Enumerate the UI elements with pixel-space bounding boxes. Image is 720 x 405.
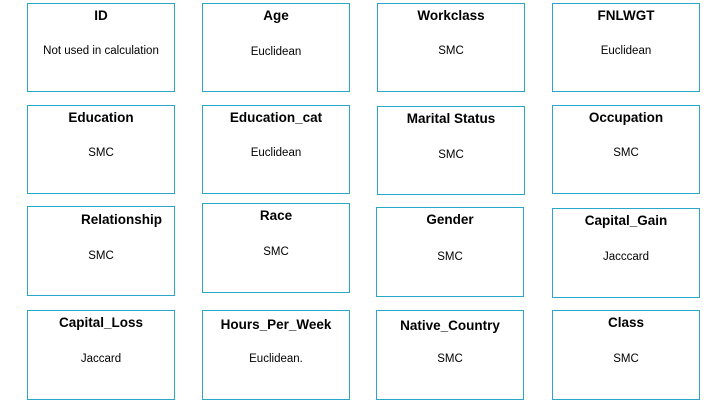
card-value: Jacccard <box>602 251 650 263</box>
card-gender: Gender SMC <box>376 207 524 297</box>
card-value: SMC <box>263 246 289 258</box>
card-value: SMC <box>613 353 639 365</box>
card-title: Education <box>68 110 134 125</box>
card-value: SMC <box>613 147 639 159</box>
card-title: Native_Country <box>400 318 500 333</box>
card-value: Euclidean <box>600 45 652 57</box>
card-title: Class <box>607 315 645 330</box>
card-title: Capital_Loss <box>58 315 144 330</box>
card-title: Gender <box>426 212 474 227</box>
card-capital-gain: Capital_Gain Jacccard <box>552 208 700 298</box>
card-native-country: Native_Country SMC <box>376 310 524 400</box>
card-value: Jaccard <box>80 353 122 365</box>
card-value: SMC <box>437 353 463 365</box>
card-value: SMC <box>437 251 463 263</box>
card-value: SMC <box>438 45 464 57</box>
card-value: Not used in calculation <box>43 45 159 57</box>
card-value: Euclidean. <box>249 353 303 365</box>
card-education: Education SMC <box>27 105 175 194</box>
card-occupation: Occupation SMC <box>552 105 700 194</box>
card-title: Race <box>259 208 293 223</box>
card-title: ID <box>94 8 108 23</box>
card-capital-loss: Capital_Loss Jaccard <box>27 310 175 400</box>
card-fnlwgt: FNLWGT Euclidean <box>552 3 700 92</box>
card-value: Euclidean <box>250 46 302 58</box>
card-marital-status: Marital Status SMC <box>377 106 525 195</box>
card-workclass: Workclass SMC <box>377 3 525 92</box>
card-title: Marital Status <box>406 111 496 126</box>
card-title: Relationship <box>81 212 163 227</box>
card-value: SMC <box>88 147 114 159</box>
card-value: SMC <box>88 250 114 262</box>
card-id: ID Not used in calculation <box>27 3 175 92</box>
card-hours-per-week: Hours_Per_Week Euclidean. <box>202 310 350 400</box>
card-value: SMC <box>438 149 464 161</box>
card-class: Class SMC <box>552 310 700 400</box>
card-relationship: Relationship SMC <box>27 206 175 296</box>
card-title: Occupation <box>588 110 664 125</box>
card-title: Capital_Gain <box>584 213 668 228</box>
card-title: FNLWGT <box>597 8 655 23</box>
card-title: Age <box>263 8 289 23</box>
card-title: Hours_Per_Week <box>220 317 332 332</box>
card-value: Euclidean <box>250 147 302 159</box>
card-age: Age Euclidean <box>202 3 350 92</box>
card-title: Education_cat <box>229 110 323 125</box>
card-education-cat: Education_cat Euclidean <box>202 105 350 194</box>
card-title: Workclass <box>417 8 485 23</box>
card-race: Race SMC <box>202 203 350 293</box>
